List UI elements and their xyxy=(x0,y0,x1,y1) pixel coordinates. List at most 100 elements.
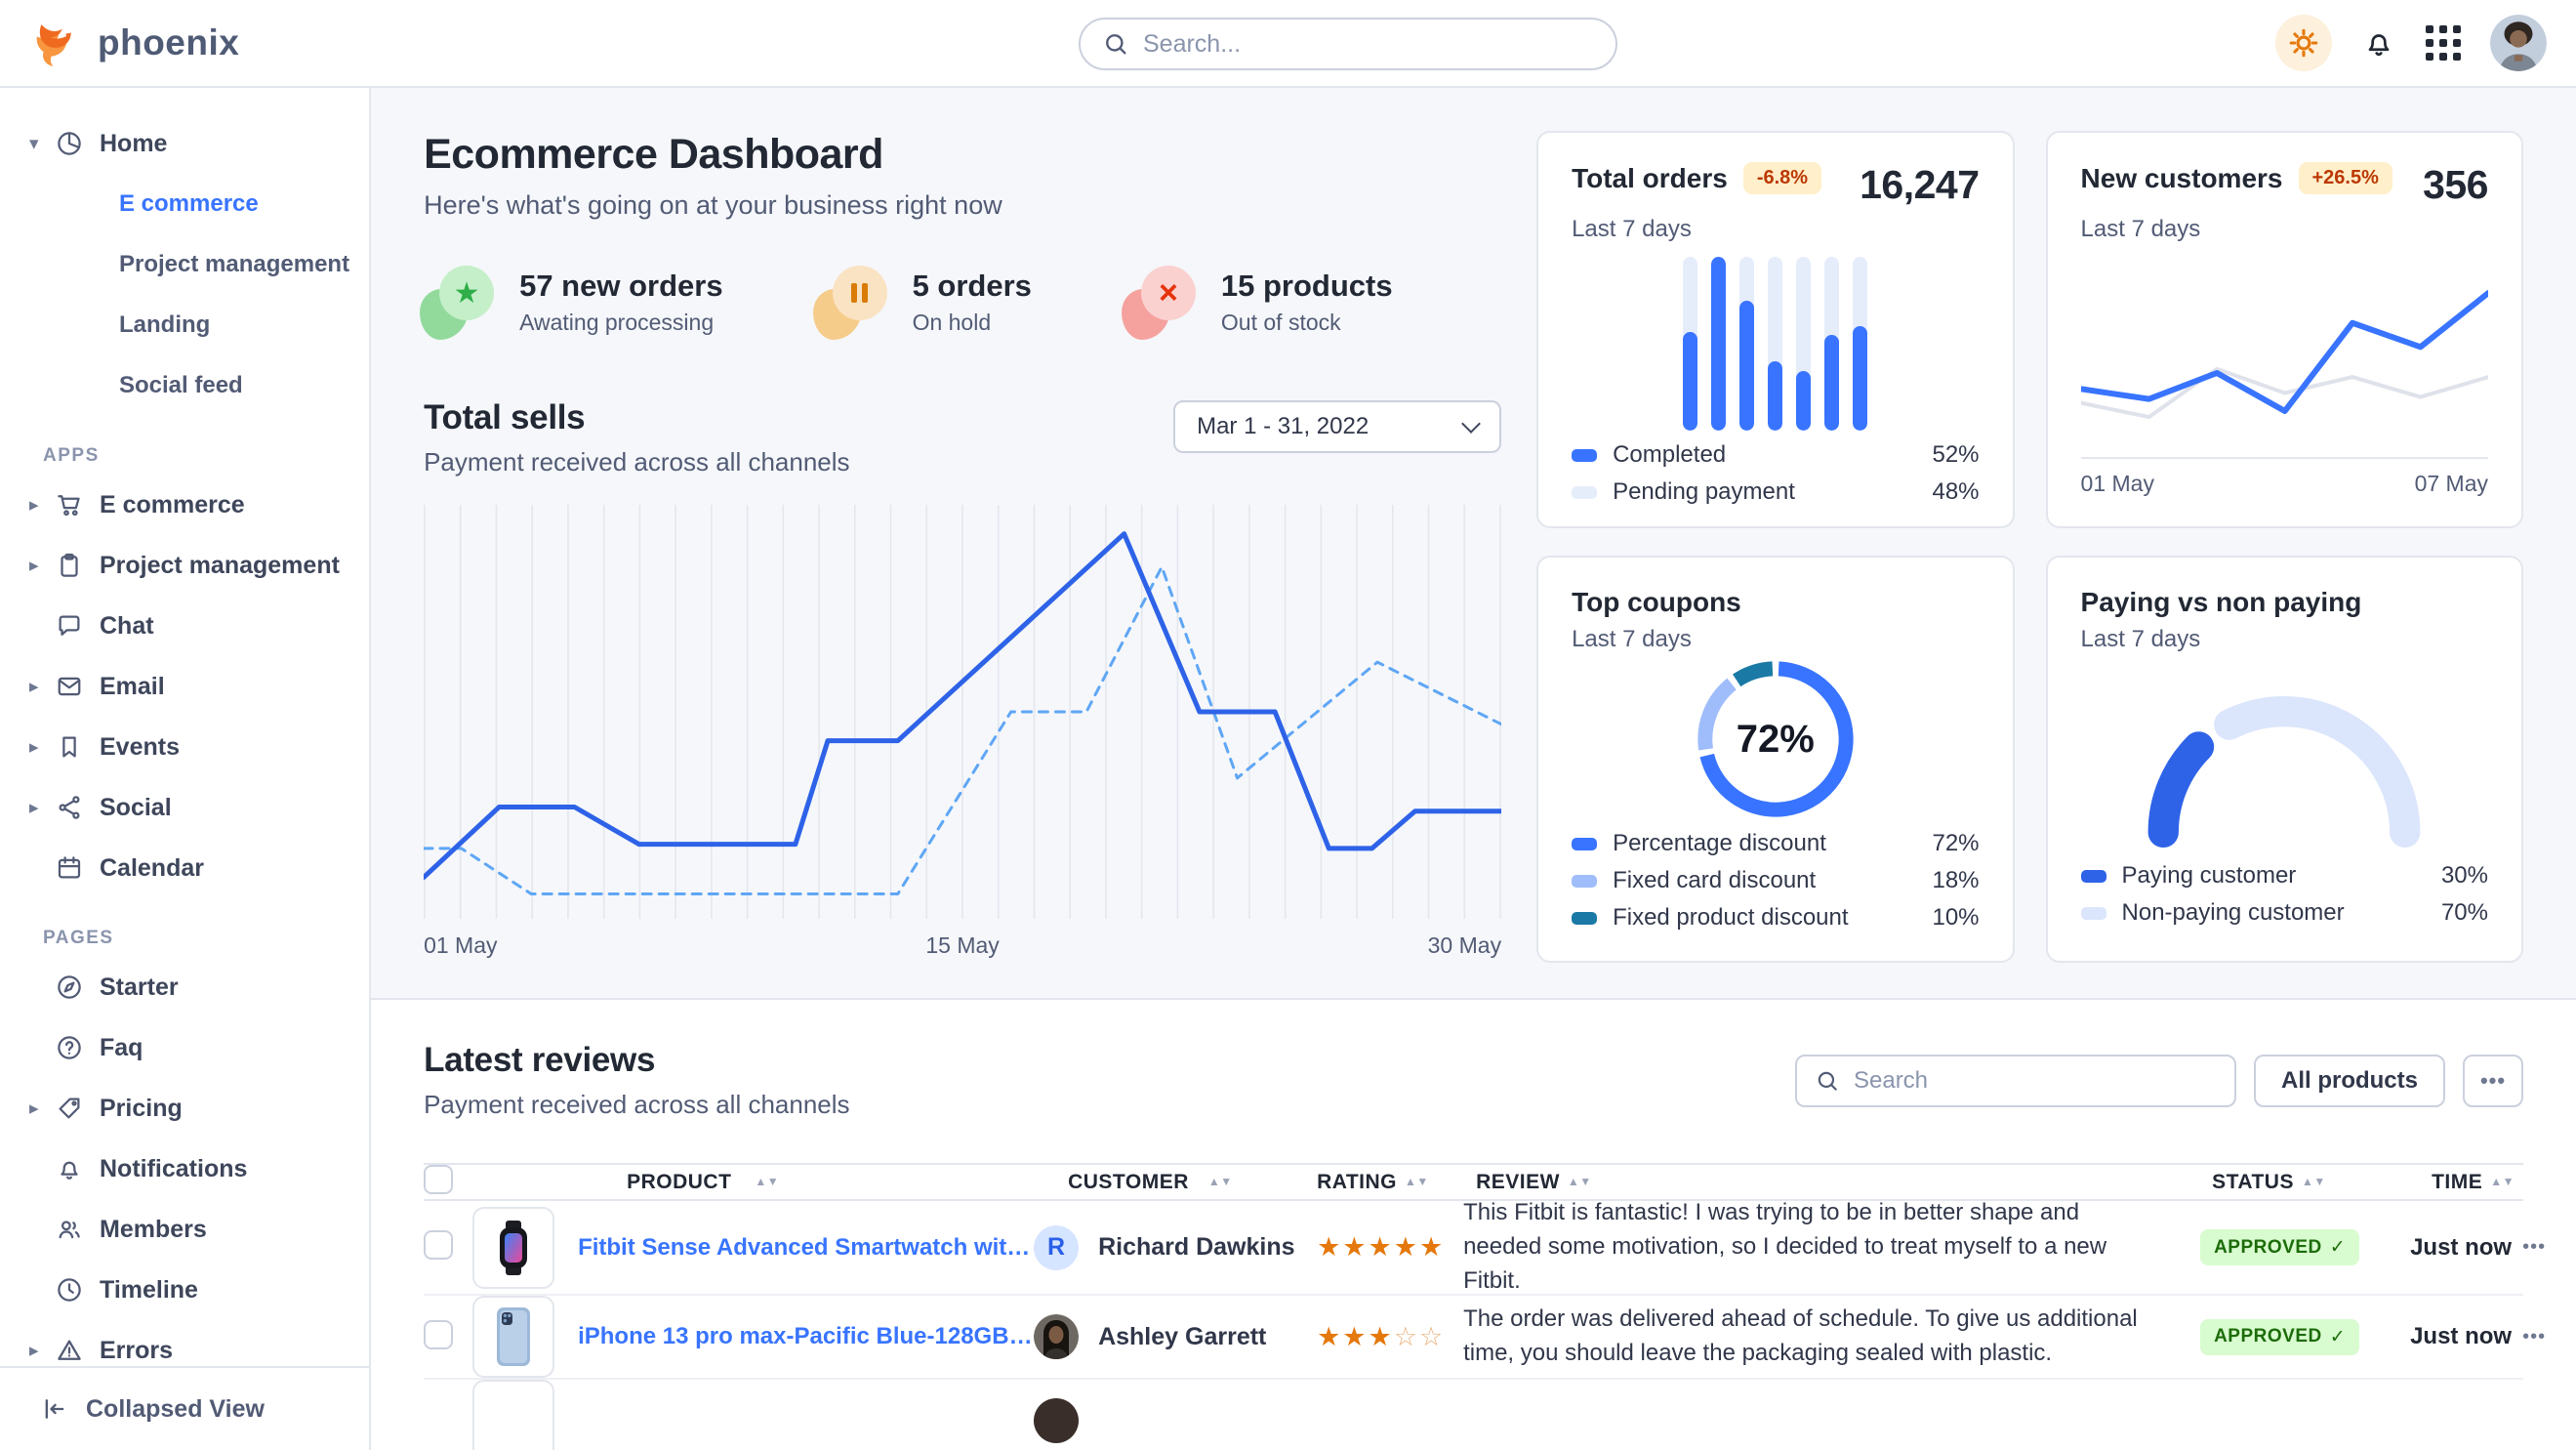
total-sells-x-axis: 01 May 15 May 30 May xyxy=(424,932,1502,958)
sidebar-item-project-management[interactable]: Project management xyxy=(119,251,350,277)
sort-icon: ▲▼ xyxy=(755,1174,780,1188)
new-customers-line-chart xyxy=(2077,253,2491,453)
chevron-right-icon: ▸ xyxy=(29,555,39,576)
donut-center-label: 72% xyxy=(1736,717,1815,761)
warning-triangle-icon xyxy=(55,1336,84,1365)
check-icon: ✓ xyxy=(2329,1326,2347,1347)
sidebar-item-notifications[interactable]: Notifications xyxy=(29,1139,349,1199)
stat-orders-on-hold: 5 orders On hold xyxy=(812,266,1032,340)
sidebar-item-chat[interactable]: Chat xyxy=(29,596,349,656)
sidebar-item-timeline[interactable]: Timeline xyxy=(29,1260,349,1320)
notifications-button[interactable] xyxy=(2361,25,2396,61)
sidebar-item-faq[interactable]: Faq xyxy=(29,1017,349,1078)
sidebar-item-social[interactable]: ▸ Social xyxy=(29,793,172,822)
column-header-status[interactable]: STATUS ▲▼ xyxy=(2212,1170,2326,1193)
status-badge: APPROVED ✓ xyxy=(2200,1229,2360,1265)
chevron-right-icon: ▸ xyxy=(29,1340,39,1361)
global-search[interactable] xyxy=(1079,18,1617,70)
customer-avatar-photo xyxy=(1034,1398,1080,1443)
customer-avatar-initial: R xyxy=(1034,1224,1080,1270)
rating-stars: ★★★★★ xyxy=(1317,1232,1446,1262)
reviews-subtitle: Payment received across all channels xyxy=(424,1090,850,1119)
row-menu-button[interactable]: ••• xyxy=(2522,1325,2547,1347)
sidebar-item-landing[interactable]: Landing xyxy=(119,311,211,338)
column-header-time[interactable]: TIME ▲▼ xyxy=(2432,1170,2515,1193)
apps-menu-button[interactable] xyxy=(2426,25,2461,61)
collapse-sidebar-button[interactable]: Collapsed View xyxy=(0,1366,370,1450)
chevron-right-icon: ▸ xyxy=(29,797,39,818)
legend-item: Completed 52% xyxy=(1572,436,1980,474)
select-all-checkbox[interactable] xyxy=(424,1165,454,1194)
date-range-select[interactable]: Mar 1 - 31, 2022 xyxy=(1173,400,1502,453)
search-icon xyxy=(1102,30,1129,58)
total-orders-value: 16,247 xyxy=(1860,162,1980,207)
top-coupons-donut-chart: 72% xyxy=(1690,653,1861,825)
theme-toggle-button[interactable] xyxy=(2275,15,2332,71)
clipboard-icon xyxy=(55,551,84,580)
change-badge: -6.8% xyxy=(1742,162,1822,194)
sort-icon: ▲▼ xyxy=(1567,1174,1592,1188)
share-nodes-icon xyxy=(55,793,84,822)
sort-icon: ▲▼ xyxy=(2301,1174,2326,1188)
sidebar-item-social-feed[interactable]: Social feed xyxy=(119,372,243,398)
all-products-button[interactable]: All products xyxy=(2253,1055,2445,1107)
total-sells-chart xyxy=(421,505,1504,919)
reviews-search-input[interactable] xyxy=(1853,1067,2217,1095)
review-text: This Fitbit is fantastic! I was trying t… xyxy=(1463,1199,2107,1294)
sidebar-item-starter[interactable]: Starter xyxy=(29,957,349,1017)
user-avatar[interactable] xyxy=(2490,15,2547,71)
sidebar-item-ecommerce[interactable]: E commerce xyxy=(119,190,259,217)
topbar: phoenix xyxy=(0,0,2576,88)
chevron-right-icon: ▸ xyxy=(29,736,39,758)
legend-item: Non-paying customer 70% xyxy=(2080,894,2488,932)
new-customers-card: New customers +26.5% 356 Last 7 days 01 … xyxy=(2045,131,2523,528)
product-image xyxy=(472,1380,555,1450)
brand-logo[interactable]: phoenix xyxy=(29,15,344,72)
sidebar-item-errors[interactable]: ▸ Errors xyxy=(29,1336,174,1365)
row-checkbox[interactable] xyxy=(424,1319,454,1349)
global-search-input[interactable] xyxy=(1143,29,1594,59)
column-header-customer[interactable]: CUSTOMER ▲▼ xyxy=(1068,1170,1233,1193)
paying-gauge-chart xyxy=(2123,663,2445,849)
brand-name: phoenix xyxy=(98,22,240,62)
cart-icon xyxy=(55,490,84,519)
sidebar-section-pages: PAGES xyxy=(43,928,114,948)
sidebar-item-ecommerce-app[interactable]: ▸ E commerce xyxy=(29,490,245,519)
column-header-rating[interactable]: RATING ▲▼ xyxy=(1317,1170,1429,1193)
pie-chart-icon xyxy=(55,129,84,158)
sidebar-item-project-management-app[interactable]: ▸ Project management xyxy=(29,551,340,580)
column-header-product[interactable]: PRODUCT ▲▼ xyxy=(627,1170,780,1193)
sidebar-item-pricing[interactable]: ▸ Pricing xyxy=(29,1094,183,1122)
sidebar-item-calendar[interactable]: Calendar xyxy=(29,838,349,898)
reviews-search[interactable] xyxy=(1794,1055,2236,1107)
check-icon: ✓ xyxy=(2329,1237,2347,1258)
product-link[interactable]: iPhone 13 pro max-Pacific Blue-128GB sto… xyxy=(578,1323,1034,1349)
top-coupons-card: Top coupons Last 7 days 72% Percentage d… xyxy=(1536,556,2015,963)
table-row: Fitbit Sense Advanced Smartwatch with To… xyxy=(424,1199,2545,1296)
chevron-down-icon: ▾ xyxy=(29,133,39,154)
row-checkbox[interactable] xyxy=(424,1230,454,1260)
reviews-more-button[interactable]: ••• xyxy=(2463,1055,2523,1107)
change-badge: +26.5% xyxy=(2298,162,2392,194)
sort-icon: ▲▼ xyxy=(1405,1174,1429,1188)
sidebar-item-events[interactable]: ▸ Events xyxy=(29,732,180,761)
chevron-right-icon: ▸ xyxy=(29,494,39,516)
row-menu-button[interactable]: ••• xyxy=(2522,1236,2547,1258)
collapse-arrow-icon xyxy=(41,1395,68,1423)
sidebar-item-email[interactable]: ▸ Email xyxy=(29,672,165,700)
review-time: Just now xyxy=(2410,1323,2513,1349)
customer-name: Richard Dawkins xyxy=(1098,1233,1295,1261)
bell-icon xyxy=(55,1154,84,1183)
page-subtitle: Here's what's going on at your business … xyxy=(424,190,1002,220)
quick-stats: ★ 57 new orders Awating processing 5 orde… xyxy=(420,266,1501,340)
sidebar-item-members[interactable]: Members xyxy=(29,1199,349,1260)
product-link[interactable]: Fitbit Sense Advanced Smartwatch with To… xyxy=(578,1233,1034,1261)
nine-dots-icon xyxy=(2426,25,2461,61)
compass-icon xyxy=(55,973,84,1002)
total-sells-title: Total sells xyxy=(424,398,586,436)
column-header-review[interactable]: REVIEW ▲▼ xyxy=(1476,1170,1592,1193)
product-image-smartwatch xyxy=(472,1206,555,1289)
stat-new-orders: ★ 57 new orders Awating processing xyxy=(420,266,723,340)
sidebar-item-home[interactable]: ▾ Home xyxy=(29,129,168,158)
table-row-partial xyxy=(424,1380,2523,1450)
